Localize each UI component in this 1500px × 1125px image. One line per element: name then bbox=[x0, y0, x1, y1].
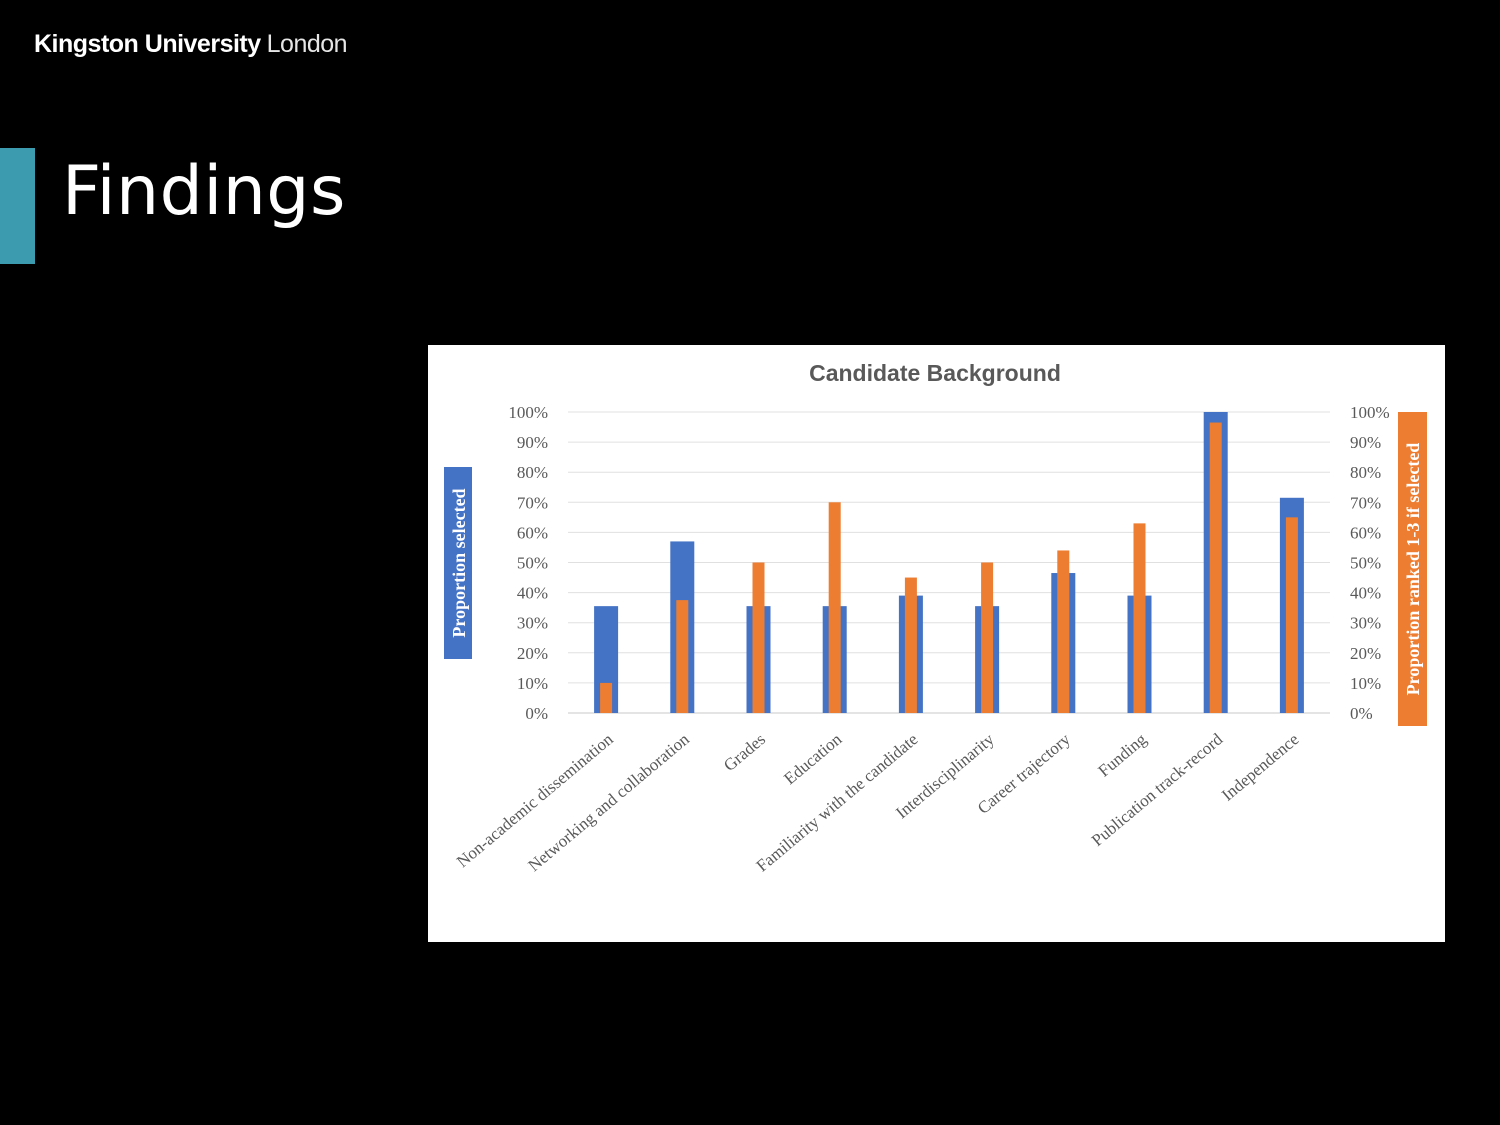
right-tick-label: 60% bbox=[1350, 523, 1381, 542]
right-tick-label: 50% bbox=[1350, 554, 1381, 573]
right-tick-label: 100% bbox=[1350, 403, 1390, 422]
left-tick-label: 80% bbox=[517, 463, 548, 482]
left-tick-label: 70% bbox=[517, 493, 548, 512]
right-tick-label: 10% bbox=[1350, 674, 1381, 693]
right-tick-label: 40% bbox=[1350, 584, 1381, 603]
title-accent-bar bbox=[0, 148, 35, 264]
right-tick-label: 30% bbox=[1350, 614, 1381, 633]
left-tick-label: 20% bbox=[517, 644, 548, 663]
bar-proportion-ranked bbox=[752, 562, 765, 713]
left-tick-label: 100% bbox=[508, 403, 548, 422]
left-axis-label: Proportion selected bbox=[449, 488, 469, 637]
category-label: Familiarity with the candidate bbox=[753, 730, 922, 876]
right-axis-ticks: 0% 10% 20% 30% 40% 50% 60% 70% 80% 90% 100% bbox=[1350, 403, 1390, 723]
university-logo: Kingston University London bbox=[34, 30, 348, 59]
left-tick-label: 40% bbox=[517, 584, 548, 603]
bar-proportion-ranked bbox=[600, 682, 613, 713]
bar-proportion-ranked bbox=[981, 562, 994, 713]
right-tick-label: 20% bbox=[1350, 644, 1381, 663]
logo-brand: Kingston University bbox=[34, 30, 261, 58]
left-tick-label: 30% bbox=[517, 614, 548, 633]
category-label: Funding bbox=[1094, 729, 1150, 780]
right-tick-label: 80% bbox=[1350, 463, 1381, 482]
category-label: Publication track-record bbox=[1088, 729, 1227, 850]
gridlines bbox=[568, 411, 1330, 714]
right-tick-label: 90% bbox=[1350, 433, 1381, 452]
bar-chart: Candidate Background 0% 10% 20% 30% 40% 50% 60… bbox=[444, 360, 1427, 875]
left-tick-label: 0% bbox=[525, 704, 548, 723]
bar-proportion-ranked bbox=[1133, 523, 1146, 713]
category-label: Independence bbox=[1218, 730, 1303, 805]
left-tick-label: 10% bbox=[517, 674, 548, 693]
category-label: Education bbox=[780, 729, 845, 788]
left-axis-title-bg bbox=[444, 467, 472, 659]
bar-proportion-ranked bbox=[676, 600, 689, 713]
logo-place: London bbox=[266, 30, 348, 58]
bar-proportion-ranked bbox=[1057, 550, 1070, 713]
left-tick-label: 90% bbox=[517, 433, 548, 452]
left-tick-label: 60% bbox=[517, 523, 548, 542]
right-axis-title-bg bbox=[1398, 412, 1427, 726]
left-tick-label: 50% bbox=[517, 554, 548, 573]
category-label: Non-academic dissemination bbox=[453, 729, 617, 871]
chart-title: Candidate Background bbox=[809, 360, 1061, 386]
category-label: Networking and collaboration bbox=[524, 729, 693, 875]
bar-proportion-ranked bbox=[1209, 422, 1222, 713]
bars bbox=[594, 412, 1304, 713]
left-axis-title: Proportion selected bbox=[444, 467, 472, 659]
chart-panel: Candidate Background 0% 10% 20% 30% 40% 50% 60… bbox=[428, 345, 1445, 942]
slide-title: Findings bbox=[62, 152, 346, 231]
category-label: Grades bbox=[720, 730, 769, 776]
right-axis-title: Proportion ranked 1-3 if selected bbox=[1398, 412, 1427, 726]
bar-proportion-ranked bbox=[1285, 517, 1298, 713]
bar-proportion-ranked bbox=[828, 502, 841, 713]
right-tick-label: 0% bbox=[1350, 704, 1373, 723]
bar-proportion-ranked bbox=[904, 577, 917, 713]
right-axis-label: Proportion ranked 1-3 if selected bbox=[1403, 443, 1423, 696]
right-tick-label: 70% bbox=[1350, 493, 1381, 512]
left-axis-ticks: 0% 10% 20% 30% 40% 50% 60% 70% 80% 90% 100% bbox=[508, 403, 548, 723]
